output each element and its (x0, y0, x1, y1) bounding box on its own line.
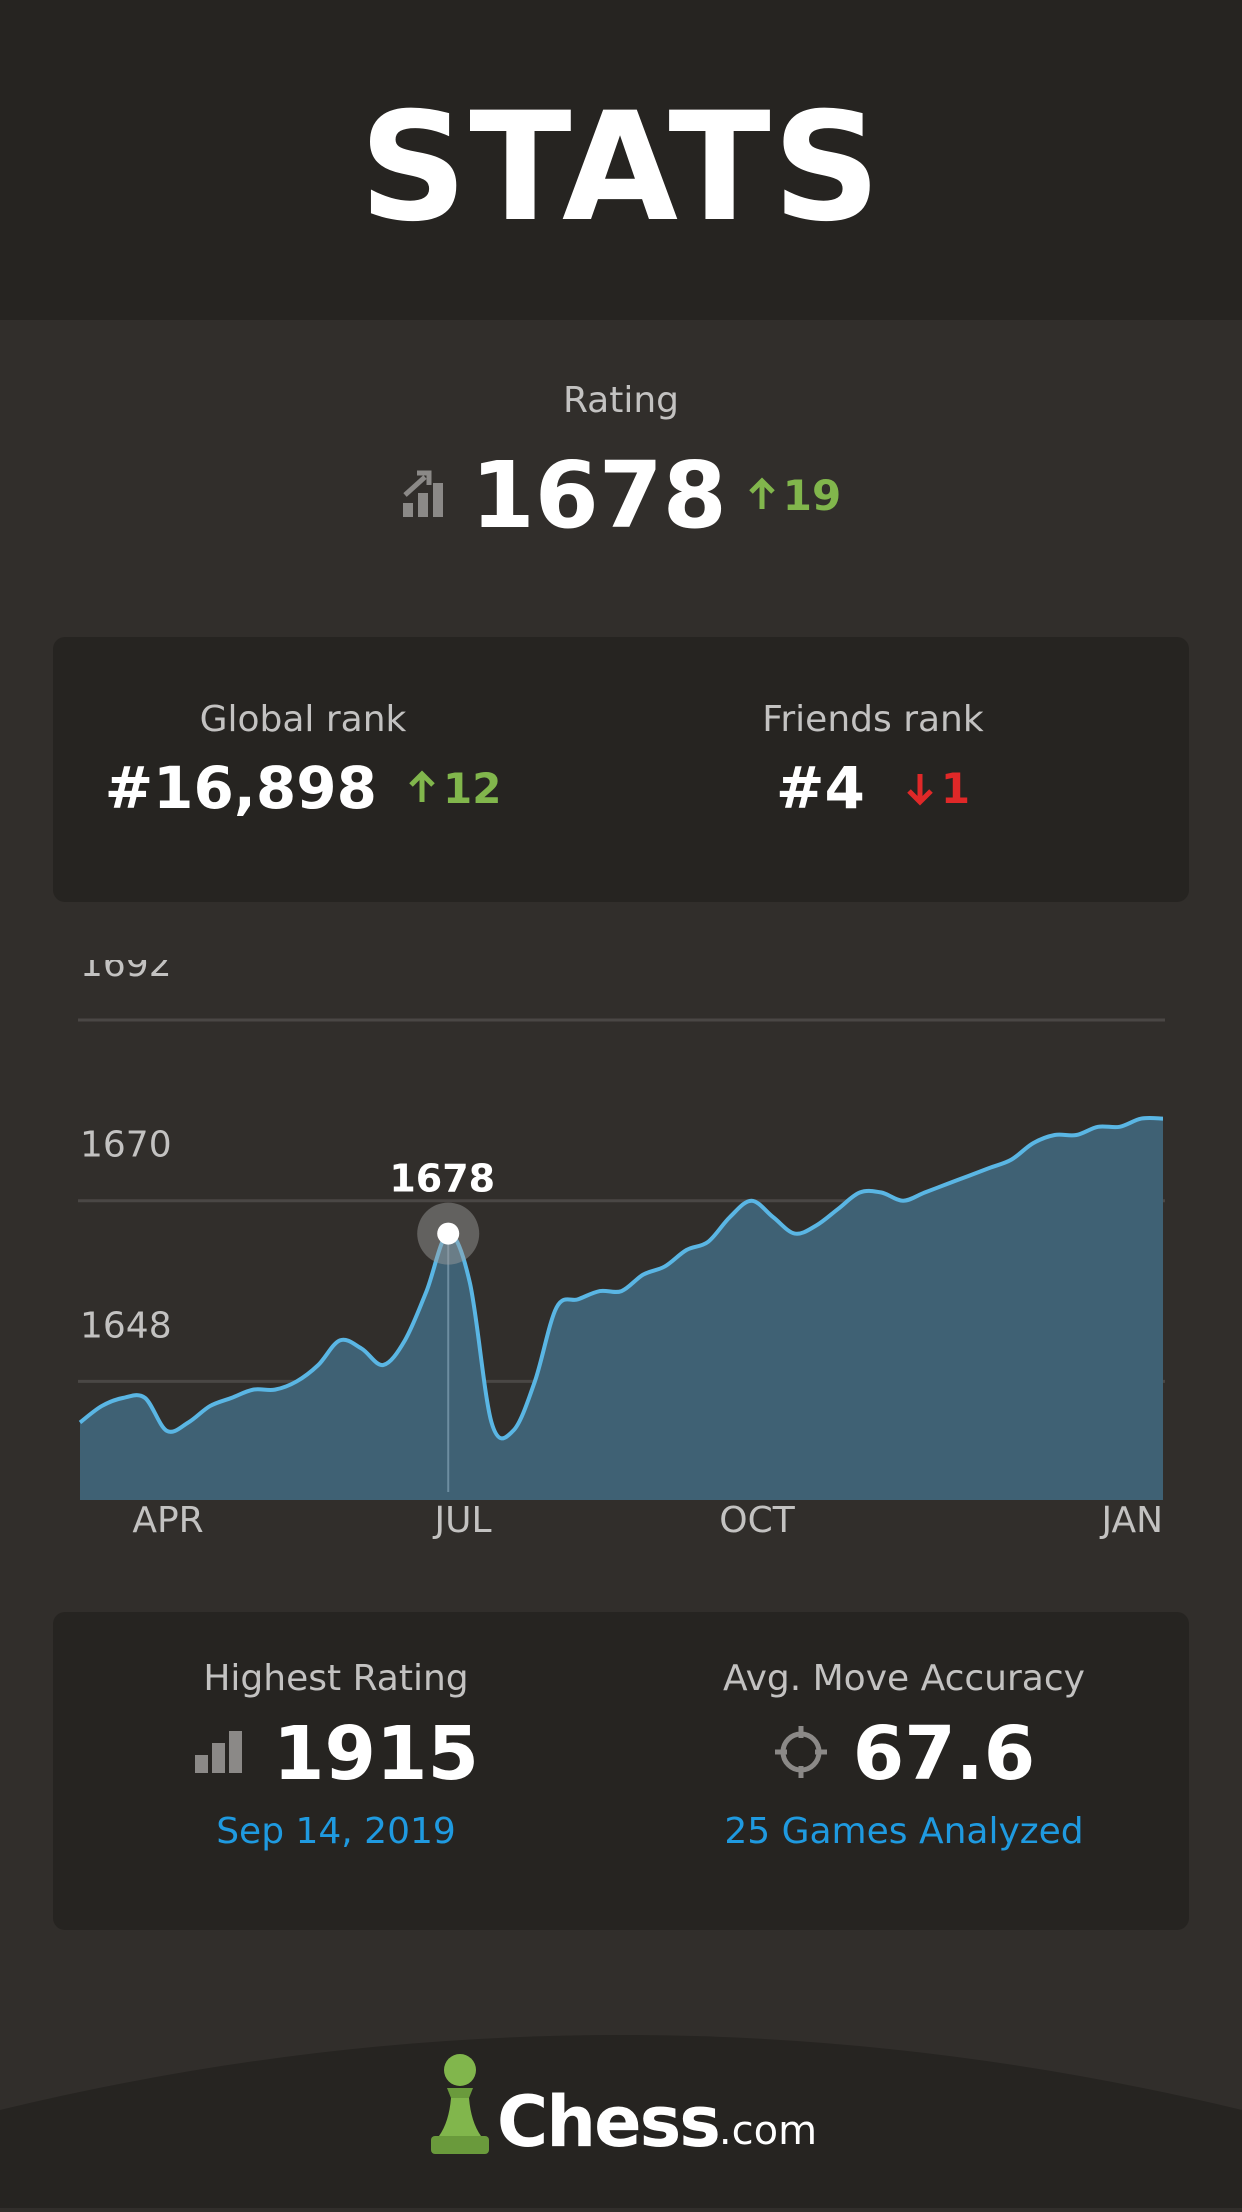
accuracy-value: 67.6 (852, 1711, 1036, 1797)
global-rank-value: #16,898 (104, 754, 377, 822)
rating-row: 1678 19 (0, 440, 1242, 550)
rating-value: 1678 (470, 441, 727, 549)
chart-area (80, 1117, 1163, 1500)
games-analyzed-link[interactable]: 25 Games Analyzed (724, 1811, 1084, 1852)
friends-rank-value: #4 (775, 754, 865, 822)
x-tick-label: OCT (719, 1500, 795, 1541)
rating-label: Rating (562, 380, 680, 421)
highest-rating-label: Highest Rating (203, 1658, 469, 1699)
global-rank-label: Global rank (199, 699, 407, 740)
rating-chart[interactable]: 1692 1670 1648 APR JUL OCT JAN 1678 (0, 944, 1242, 1560)
x-tick-label: JUL (432, 1500, 491, 1541)
y-tick-label: 1670 (80, 1125, 172, 1166)
rating-delta-value: 19 (782, 470, 842, 520)
x-tick-label: JAN (1099, 1500, 1163, 1541)
stats-card: Highest Rating 1915 Sep 14, 2019 Avg. Mo… (53, 1612, 1189, 1930)
friends-rank-label: Friends rank (762, 699, 984, 740)
chess-logo[interactable]: Chess .com (0, 2050, 1242, 2162)
global-rank-delta: 12 (407, 764, 501, 813)
page-title: STATS (359, 81, 883, 255)
crosshair-icon (773, 1724, 829, 1784)
chart-line (78, 1115, 1164, 1441)
y-tick-label: 1692 (80, 960, 172, 985)
highest-rating-value: 1915 (273, 1711, 479, 1797)
header: STATS (0, 0, 1242, 320)
pawn-icon (425, 2050, 495, 2162)
arrow-up-icon (409, 770, 435, 802)
brand-name: Chess (496, 2081, 721, 2163)
global-rank-delta-value: 12 (442, 763, 502, 813)
rank-card: Global rank #16,898 12 Friends rank #4 1 (53, 637, 1189, 902)
arrow-up-icon (749, 477, 775, 509)
y-tick-label: 1648 (80, 1305, 172, 1346)
highlight-label: 1678 (389, 1157, 495, 1201)
footer: Chess .com (0, 2000, 1242, 2208)
highest-rating-date[interactable]: Sep 14, 2019 (216, 1811, 456, 1852)
friends-rank-delta-value: 1 (940, 763, 971, 813)
chart-trend-icon (401, 467, 447, 523)
friends-rank-delta: 1 (905, 764, 970, 813)
accuracy-label: Avg. Move Accuracy (723, 1658, 1085, 1699)
highlight-point (437, 1222, 460, 1245)
rating-delta: 19 (747, 471, 841, 520)
x-tick-label: APR (132, 1500, 203, 1541)
brand-suffix: .com (718, 2108, 818, 2154)
arrow-down-icon (907, 774, 933, 806)
bar-chart-icon (193, 1729, 245, 1779)
